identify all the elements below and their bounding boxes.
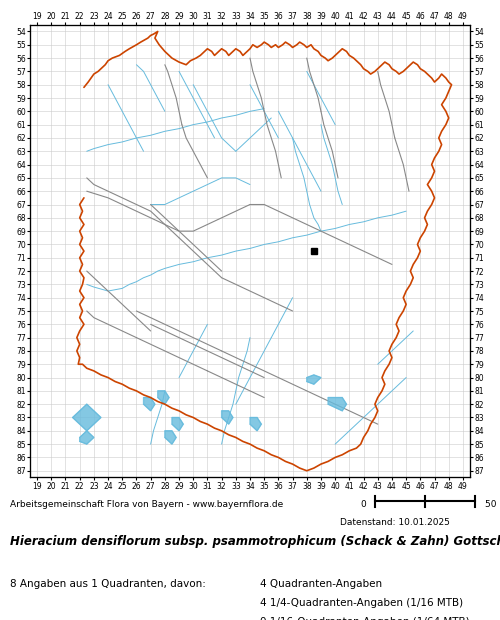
Text: 4 Quadranten-Angaben: 4 Quadranten-Angaben [260, 579, 382, 589]
Text: 0 1/16-Quadranten-Angaben (1/64 MTB): 0 1/16-Quadranten-Angaben (1/64 MTB) [260, 618, 470, 620]
Text: 50 km: 50 km [485, 500, 500, 509]
Polygon shape [158, 391, 169, 404]
Polygon shape [250, 417, 262, 431]
Polygon shape [307, 375, 321, 384]
Text: Hieracium densiflorum subsp. psammotrophicum (Schack & Zahn) Gottschl.: Hieracium densiflorum subsp. psammotroph… [10, 536, 500, 549]
Text: Arbeitsgemeinschaft Flora von Bayern - www.bayernflora.de: Arbeitsgemeinschaft Flora von Bayern - w… [10, 500, 283, 509]
Text: 8 Angaben aus 1 Quadranten, davon:: 8 Angaben aus 1 Quadranten, davon: [10, 579, 206, 589]
Polygon shape [222, 411, 233, 424]
Text: Datenstand: 10.01.2025: Datenstand: 10.01.2025 [340, 518, 450, 527]
Polygon shape [172, 417, 184, 431]
Polygon shape [72, 404, 101, 431]
Polygon shape [328, 397, 346, 411]
Text: 4 1/4-Quadranten-Angaben (1/16 MTB): 4 1/4-Quadranten-Angaben (1/16 MTB) [260, 598, 463, 608]
Polygon shape [165, 431, 176, 444]
Polygon shape [80, 431, 94, 444]
Text: 0: 0 [360, 500, 366, 509]
Polygon shape [144, 397, 155, 411]
